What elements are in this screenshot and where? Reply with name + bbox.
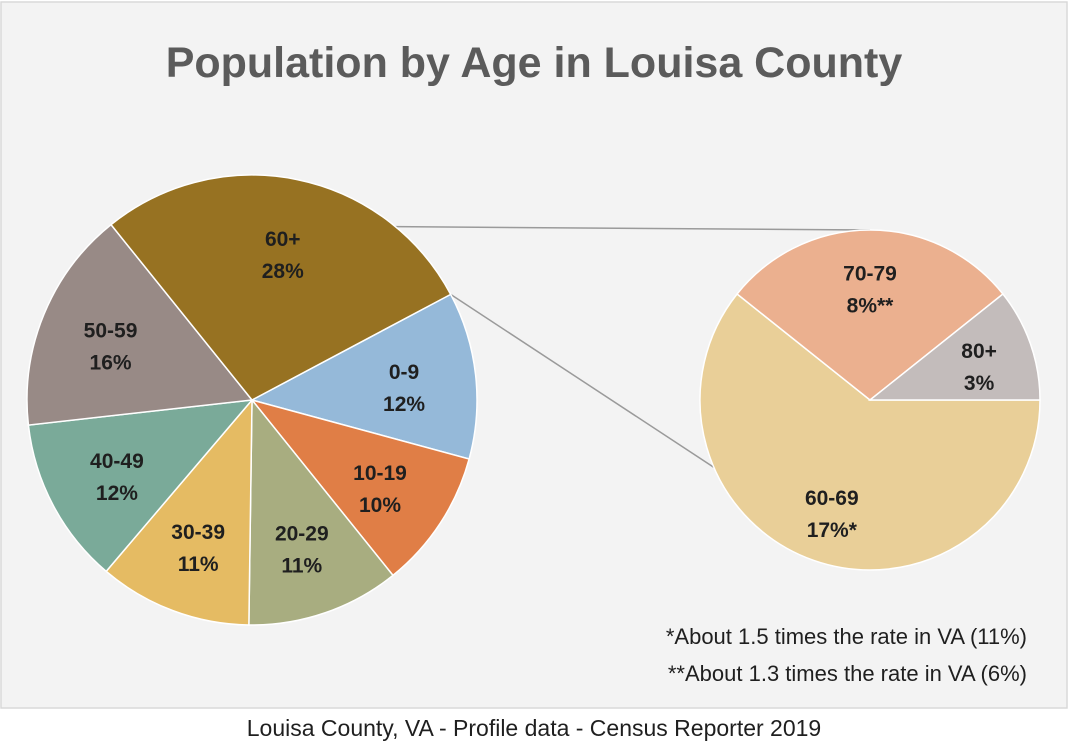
sub-pie-label-percent: 17%*: [807, 519, 858, 542]
pie-layer: 0-9 12%10-19 10%20-29 11%30-39 11%40-49 12%50…: [26, 174, 1041, 626]
sub-pie-slice-60-69: [699, 292, 1041, 571]
main-pie-label-50-59: 50-59 16%: [84, 320, 138, 375]
main-pie-label-10-19: 10-19 10%: [353, 462, 407, 517]
main-pie-label-percent: 28%: [262, 260, 304, 283]
main-pie-slice-0-9: [249, 293, 478, 460]
main-pie-label-percent: 11%: [178, 553, 219, 576]
sub-pie-label-percent: 8%**: [847, 294, 895, 317]
main-pie-label-percent: 12%: [96, 482, 138, 505]
main-pie-slice-50-59: [26, 223, 254, 426]
sub-pie-slice-80-plus: [867, 292, 1041, 401]
main-pie-label-name: 30-39: [171, 521, 225, 544]
main-pie-label-percent: 11%: [281, 555, 322, 578]
main-pie-label-percent: 16%: [90, 352, 132, 375]
sub-pie-slice-70-79: [736, 229, 1004, 401]
main-pie-label-name: 40-49: [90, 450, 144, 473]
main-pie-slice-60-plus: [109, 174, 452, 401]
main-pie-label-20-29: 20-29 11%: [275, 523, 329, 578]
main-pie-label-40-49: 40-49 12%: [90, 450, 144, 505]
main-pie-label-name: 10-19: [353, 462, 407, 485]
sub-pie-label-70-79: 70-79 8%**: [843, 262, 897, 317]
sub-pie-label-name: 70-79: [843, 262, 897, 285]
footnote-1: *About 1.5 times the rate in VA (11%): [666, 624, 1027, 649]
main-pie-label-percent: 12%: [383, 393, 425, 416]
source-caption: Louisa County, VA - Profile data - Censu…: [247, 715, 821, 741]
chart-title: Population by Age in Louisa County: [166, 39, 903, 87]
footnote-2: **About 1.3 times the rate in VA (6%): [668, 661, 1027, 686]
main-pie-slice-40-49: [27, 399, 254, 573]
main-pie-label-30-39: 30-39 11%: [171, 521, 225, 576]
main-pie-label-60-plus: 60+ 28%: [262, 228, 304, 283]
main-pie-slice-10-19: [249, 398, 471, 577]
sub-pie-label-name: 80+: [961, 340, 997, 363]
sub-pie-label-80-plus: 80+ 3%: [961, 340, 997, 395]
sub-pie-label-60-69: 60-69 17%*: [805, 487, 859, 542]
main-pie-slice-30-39: [105, 397, 253, 626]
sub-pie-label-percent: 3%: [964, 372, 995, 395]
main-pie-slice-20-29: [248, 397, 395, 626]
main-pie-label-percent: 10%: [359, 494, 401, 517]
main-pie-label-name: 0-9: [389, 361, 419, 384]
main-pie-label-0-9: 0-9 12%: [383, 361, 425, 416]
main-pie-label-name: 60+: [265, 228, 301, 251]
main-pie-label-name: 20-29: [275, 523, 329, 546]
main-pie-label-name: 50-59: [84, 320, 138, 343]
sub-pie-label-name: 60-69: [805, 487, 859, 510]
